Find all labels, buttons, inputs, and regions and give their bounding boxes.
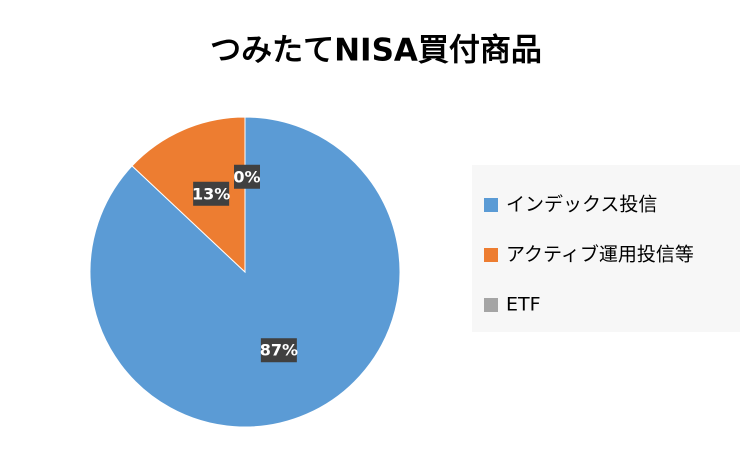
legend-label: インデックス投信 [506, 194, 657, 216]
data-label-box [234, 164, 260, 189]
data-label: 87% [260, 341, 298, 360]
legend-label: アクティブ運用投信等 [506, 243, 694, 266]
legend-box [472, 165, 740, 332]
legend-swatch [484, 198, 498, 212]
data-label-box [260, 338, 297, 363]
data-label-box [193, 181, 230, 206]
pie-slice [131, 116, 246, 274]
chart-title: つみたてNISA買付商品 [210, 33, 542, 69]
legend-label: ETF [506, 294, 541, 316]
legend-swatch [484, 248, 498, 262]
data-label: 0% [233, 167, 260, 186]
data-label: 13% [192, 184, 230, 203]
legend-swatch [484, 298, 498, 312]
